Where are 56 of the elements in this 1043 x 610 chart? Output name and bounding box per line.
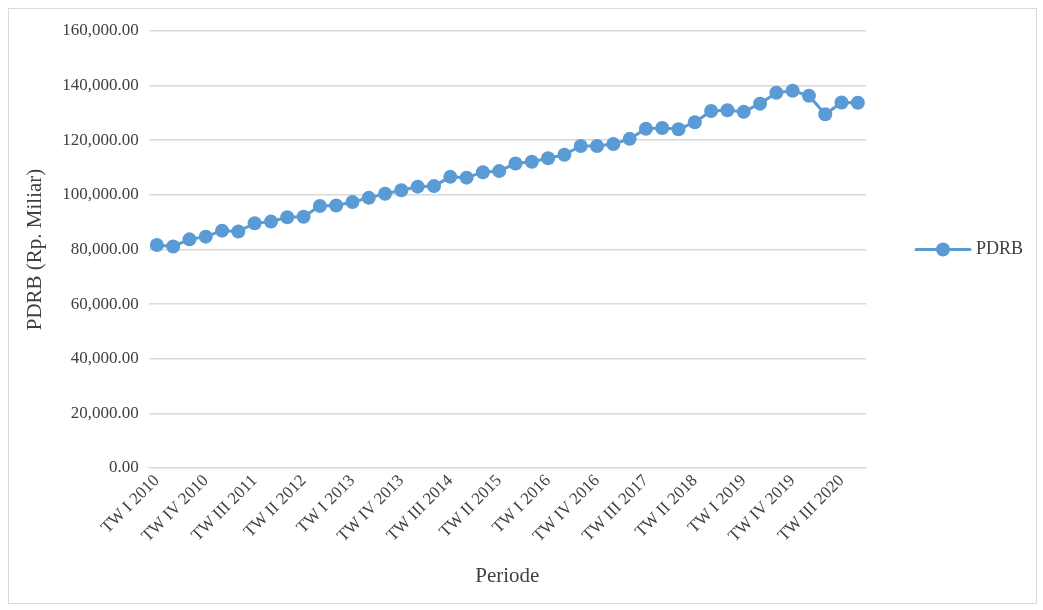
- point: [622, 131, 637, 146]
- point: [720, 103, 735, 118]
- point: [166, 239, 181, 254]
- point: [410, 179, 425, 194]
- point: [638, 121, 653, 136]
- point: [769, 85, 784, 100]
- point: [687, 115, 702, 130]
- y-tick-label: 80,000.00: [70, 238, 139, 258]
- point: [671, 122, 686, 137]
- point: [345, 194, 360, 209]
- y-tick-label: 20,000.00: [70, 402, 139, 422]
- y-tick-label: 120,000.00: [62, 129, 139, 149]
- y-tick-label: 100,000.00: [62, 184, 139, 204]
- point: [329, 198, 344, 213]
- point: [247, 216, 262, 231]
- point: [736, 104, 751, 119]
- point: [655, 120, 670, 135]
- point: [443, 169, 458, 184]
- point: [606, 137, 621, 152]
- point: [149, 237, 164, 252]
- point: [704, 104, 719, 119]
- point: [850, 95, 865, 110]
- point: [231, 224, 246, 239]
- y-tick-label: 160,000.00: [62, 20, 139, 40]
- y-axis-title: PDRB (Rp. Miliar): [22, 168, 47, 331]
- point: [361, 190, 376, 205]
- y-tick-label: 60,000.00: [70, 293, 139, 313]
- point: [508, 156, 523, 171]
- y-tick-label: 140,000.00: [62, 75, 139, 95]
- point: [818, 107, 833, 122]
- point: [280, 210, 295, 225]
- point: [263, 214, 278, 229]
- point: [785, 83, 800, 98]
- point: [475, 165, 490, 180]
- point: [215, 223, 230, 238]
- point: [182, 232, 197, 247]
- point: [557, 147, 572, 162]
- point: [573, 138, 588, 153]
- point: [492, 164, 507, 179]
- point: [394, 183, 409, 198]
- point: [296, 209, 311, 224]
- point: [834, 95, 849, 110]
- y-tick-label: 40,000.00: [70, 348, 139, 368]
- point: [753, 96, 768, 111]
- point: [378, 186, 393, 201]
- point: [312, 199, 327, 214]
- y-tick-label: 0.00: [108, 457, 139, 477]
- point: [541, 151, 556, 166]
- point: [524, 154, 539, 169]
- point: [198, 229, 213, 244]
- point: [801, 88, 816, 103]
- x-axis-title: Periode: [475, 562, 540, 587]
- point: [426, 179, 441, 194]
- legend-label: PDRB: [976, 238, 1024, 259]
- point: [590, 138, 605, 153]
- point: [459, 170, 474, 185]
